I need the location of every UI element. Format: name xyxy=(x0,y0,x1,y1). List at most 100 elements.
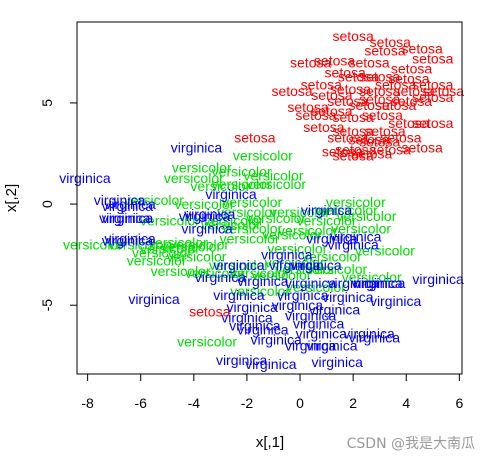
setosa-point: setosa xyxy=(295,107,336,123)
versicolor-point: versicolor xyxy=(230,265,290,281)
virginica-point: virginica xyxy=(102,210,154,226)
setosa-point: setosa xyxy=(412,89,453,105)
virginica-point: virginica xyxy=(351,275,403,291)
setosa-point: setosa xyxy=(271,83,312,99)
setosa-point: setosa xyxy=(370,34,411,50)
versicolor-point: versicolor xyxy=(124,192,184,208)
setosa-point: setosa xyxy=(412,77,453,93)
versicolor-point: versicolor xyxy=(297,212,357,228)
virginica-point: virginica xyxy=(306,230,358,246)
setosa-point: setosa xyxy=(412,50,453,66)
virginica-point: virginica xyxy=(285,307,337,323)
setosa-point: setosa xyxy=(348,54,389,70)
virginica-point: virginica xyxy=(277,287,329,303)
virginica-point: virginica xyxy=(250,332,302,348)
setosa-point: setosa xyxy=(375,97,416,113)
x-tick-label: -6 xyxy=(134,395,147,411)
versicolor-point: versicolor xyxy=(108,237,168,253)
virginica-point: virginica xyxy=(179,208,231,224)
setosa-point: setosa xyxy=(335,141,376,157)
versicolor-point: versicolor xyxy=(174,196,234,212)
versicolor-point: versicolor xyxy=(127,253,187,269)
setosa-point: setosa xyxy=(322,143,363,159)
virginica-point: virginica xyxy=(290,257,342,273)
x-tick-label: -2 xyxy=(241,395,254,411)
setosa-point: setosa xyxy=(380,129,421,145)
virginica-point: virginica xyxy=(181,220,233,236)
setosa-point: setosa xyxy=(338,69,379,85)
virginica-point: virginica xyxy=(293,315,345,331)
versicolor-point: versicolor xyxy=(246,210,306,226)
setosa-point: setosa xyxy=(303,119,344,135)
versicolor-point: versicolor xyxy=(278,222,338,238)
versicolor-point: versicolor xyxy=(251,267,311,283)
virginica-point: virginica xyxy=(128,291,180,307)
setosa-point: setosa xyxy=(388,115,429,131)
versicolor-point: versicolor xyxy=(233,148,293,164)
setosa-point: setosa xyxy=(375,77,416,93)
virginica-point: virginica xyxy=(261,247,313,263)
setosa-point: setosa xyxy=(330,81,371,97)
versicolor-point: versicolor xyxy=(161,239,221,255)
setosa-point: setosa xyxy=(359,69,400,85)
versicolor-point: versicolor xyxy=(222,194,282,210)
setosa-point: setosa xyxy=(412,115,453,131)
data-points-layer: setosasetosasetosasetosasetosasetosaseto… xyxy=(59,28,464,372)
x-axis-title: x[,1] xyxy=(256,434,284,451)
virginica-point: virginica xyxy=(205,186,257,202)
setosa-point: setosa xyxy=(348,97,389,113)
setosa-point: setosa xyxy=(391,61,432,77)
setosa-point: setosa xyxy=(311,87,352,103)
virginica-point: virginica xyxy=(309,301,361,317)
versicolor-point: versicolor xyxy=(177,334,237,350)
versicolor-point: versicolor xyxy=(326,194,386,210)
setosa-point: setosa xyxy=(388,71,429,87)
x-tick-label: 2 xyxy=(349,395,357,411)
setosa-point: setosa xyxy=(327,93,368,109)
x-tick-label: 0 xyxy=(296,395,304,411)
versicolor-point: versicolor xyxy=(318,202,378,218)
x-axis: -8 -6 -4 -2 0 2 4 6 xyxy=(81,373,463,411)
virginica-point: virginica xyxy=(343,326,395,342)
versicolor-point: versicolor xyxy=(220,230,280,246)
versicolor-point: versicolor xyxy=(212,164,272,180)
versicolor-point: versicolor xyxy=(140,241,200,257)
virginica-point: virginica xyxy=(272,297,324,313)
setosa-point: setosa xyxy=(359,133,400,149)
virginica-point: virginica xyxy=(285,275,337,291)
versicolor-point: versicolor xyxy=(342,269,402,285)
setosa-point: setosa xyxy=(391,93,432,109)
setosa-point: setosa xyxy=(301,77,342,93)
versicolor-point: versicolor xyxy=(148,235,208,251)
versicolor-point: versicolor xyxy=(217,204,277,220)
x-tick-label: -4 xyxy=(188,395,201,411)
versicolor-point: versicolor xyxy=(262,226,322,242)
virginica-point: virginica xyxy=(99,210,151,226)
setosa-point: setosa xyxy=(333,109,374,125)
versicolor-point: versicolor xyxy=(331,220,391,236)
virginica-point: virginica xyxy=(301,202,353,218)
x-tick-label: 4 xyxy=(402,395,410,411)
virginica-point: virginica xyxy=(59,170,111,186)
virginica-point: virginica xyxy=(285,338,337,354)
y-axis-title: x[,2] xyxy=(3,184,20,212)
versicolor-point: versicolor xyxy=(151,263,211,279)
y-tick-label: -5 xyxy=(39,299,55,312)
virginica-point: virginica xyxy=(312,354,364,370)
virginica-point: virginica xyxy=(306,338,358,354)
versicolor-point: versicolor xyxy=(270,204,330,220)
versicolor-point: versicolor xyxy=(172,160,232,176)
virginica-point: virginica xyxy=(184,206,236,222)
setosa-point: setosa xyxy=(364,123,405,139)
versicolor-point: versicolor xyxy=(267,241,327,257)
versicolor-point: versicolor xyxy=(201,216,261,232)
virginica-point: virginica xyxy=(322,289,374,305)
setosa-point: setosa xyxy=(394,83,435,99)
virginica-point: virginica xyxy=(330,228,382,244)
virginica-point: virginica xyxy=(296,326,348,342)
setosa-point: setosa xyxy=(359,83,400,99)
versicolor-point: versicolor xyxy=(164,170,224,186)
virginica-point: virginica xyxy=(412,271,464,287)
versicolor-point: versicolor xyxy=(275,261,335,277)
